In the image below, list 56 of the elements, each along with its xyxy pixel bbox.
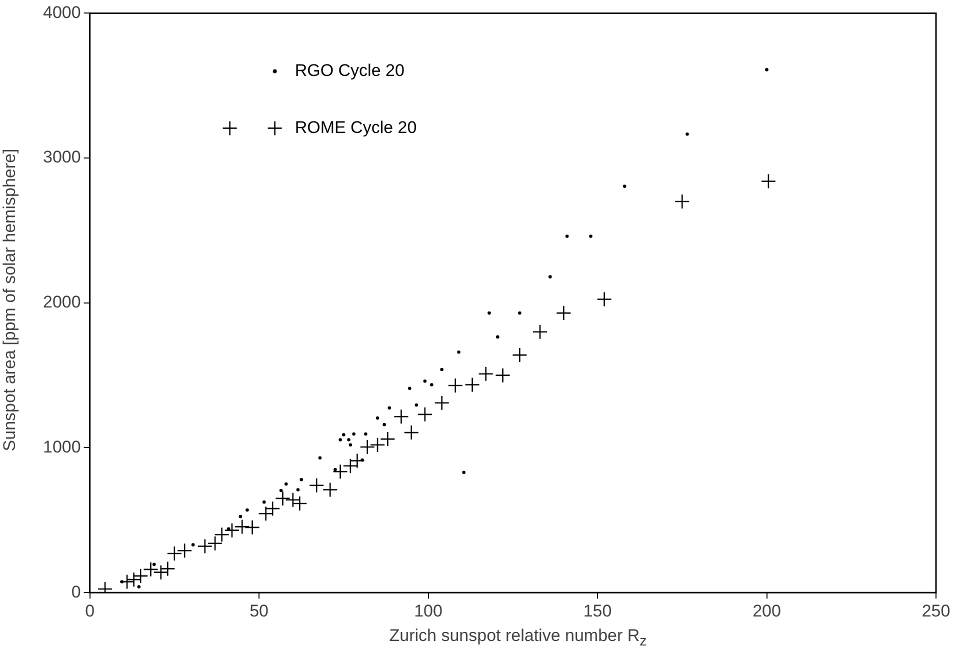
point bbox=[556, 305, 572, 321]
point bbox=[119, 574, 135, 590]
x-tick-label: 200 bbox=[752, 601, 781, 620]
point bbox=[478, 366, 494, 382]
y-tick-label: 0 bbox=[71, 582, 81, 602]
y-tick-label: 2000 bbox=[42, 292, 81, 312]
point bbox=[350, 453, 365, 468]
point bbox=[244, 520, 260, 536]
point bbox=[596, 292, 612, 307]
point bbox=[258, 506, 274, 522]
point bbox=[292, 496, 308, 512]
point bbox=[224, 522, 240, 538]
point bbox=[275, 490, 290, 506]
point bbox=[760, 174, 776, 189]
point bbox=[197, 538, 213, 554]
y-tick-label: 3000 bbox=[42, 148, 81, 167]
point bbox=[234, 519, 250, 534]
point bbox=[126, 572, 142, 588]
point bbox=[285, 492, 301, 508]
x-tick-label: 100 bbox=[414, 601, 442, 620]
point bbox=[143, 562, 158, 578]
point bbox=[448, 378, 464, 394]
point bbox=[495, 368, 510, 383]
point bbox=[394, 408, 409, 424]
legend-label: RGO Cycle 20 bbox=[294, 60, 404, 80]
point bbox=[417, 406, 433, 422]
y-axis-title: Sunspot area [ppm of solar hemisphere] bbox=[0, 148, 20, 454]
point bbox=[404, 424, 420, 440]
y-tick-label: 1000 bbox=[42, 437, 81, 456]
point bbox=[166, 546, 182, 562]
point bbox=[207, 536, 223, 551]
point bbox=[332, 464, 348, 480]
point bbox=[342, 458, 358, 474]
point bbox=[176, 542, 192, 558]
point bbox=[674, 194, 690, 210]
point bbox=[434, 395, 450, 410]
point bbox=[132, 568, 148, 584]
point bbox=[464, 377, 480, 392]
point bbox=[308, 478, 324, 494]
point bbox=[360, 439, 376, 455]
point bbox=[153, 564, 169, 580]
point bbox=[370, 437, 386, 453]
x-tick-label: 0 bbox=[85, 601, 95, 620]
point bbox=[512, 347, 528, 363]
point bbox=[160, 561, 176, 576]
point bbox=[380, 431, 396, 447]
x-tick-label: 250 bbox=[922, 601, 950, 620]
x-tick-label: 50 bbox=[250, 601, 269, 620]
y-tick-label: 4000 bbox=[42, 2, 81, 22]
legend-label: ROME Cycle 20 bbox=[294, 118, 417, 137]
x-tick-label: 150 bbox=[583, 601, 612, 620]
point bbox=[264, 500, 280, 516]
point bbox=[532, 324, 548, 340]
point bbox=[322, 482, 338, 498]
x-axis-title: Zurich sunspot relative number R$_{z}$ bbox=[388, 626, 648, 650]
point bbox=[214, 527, 230, 542]
